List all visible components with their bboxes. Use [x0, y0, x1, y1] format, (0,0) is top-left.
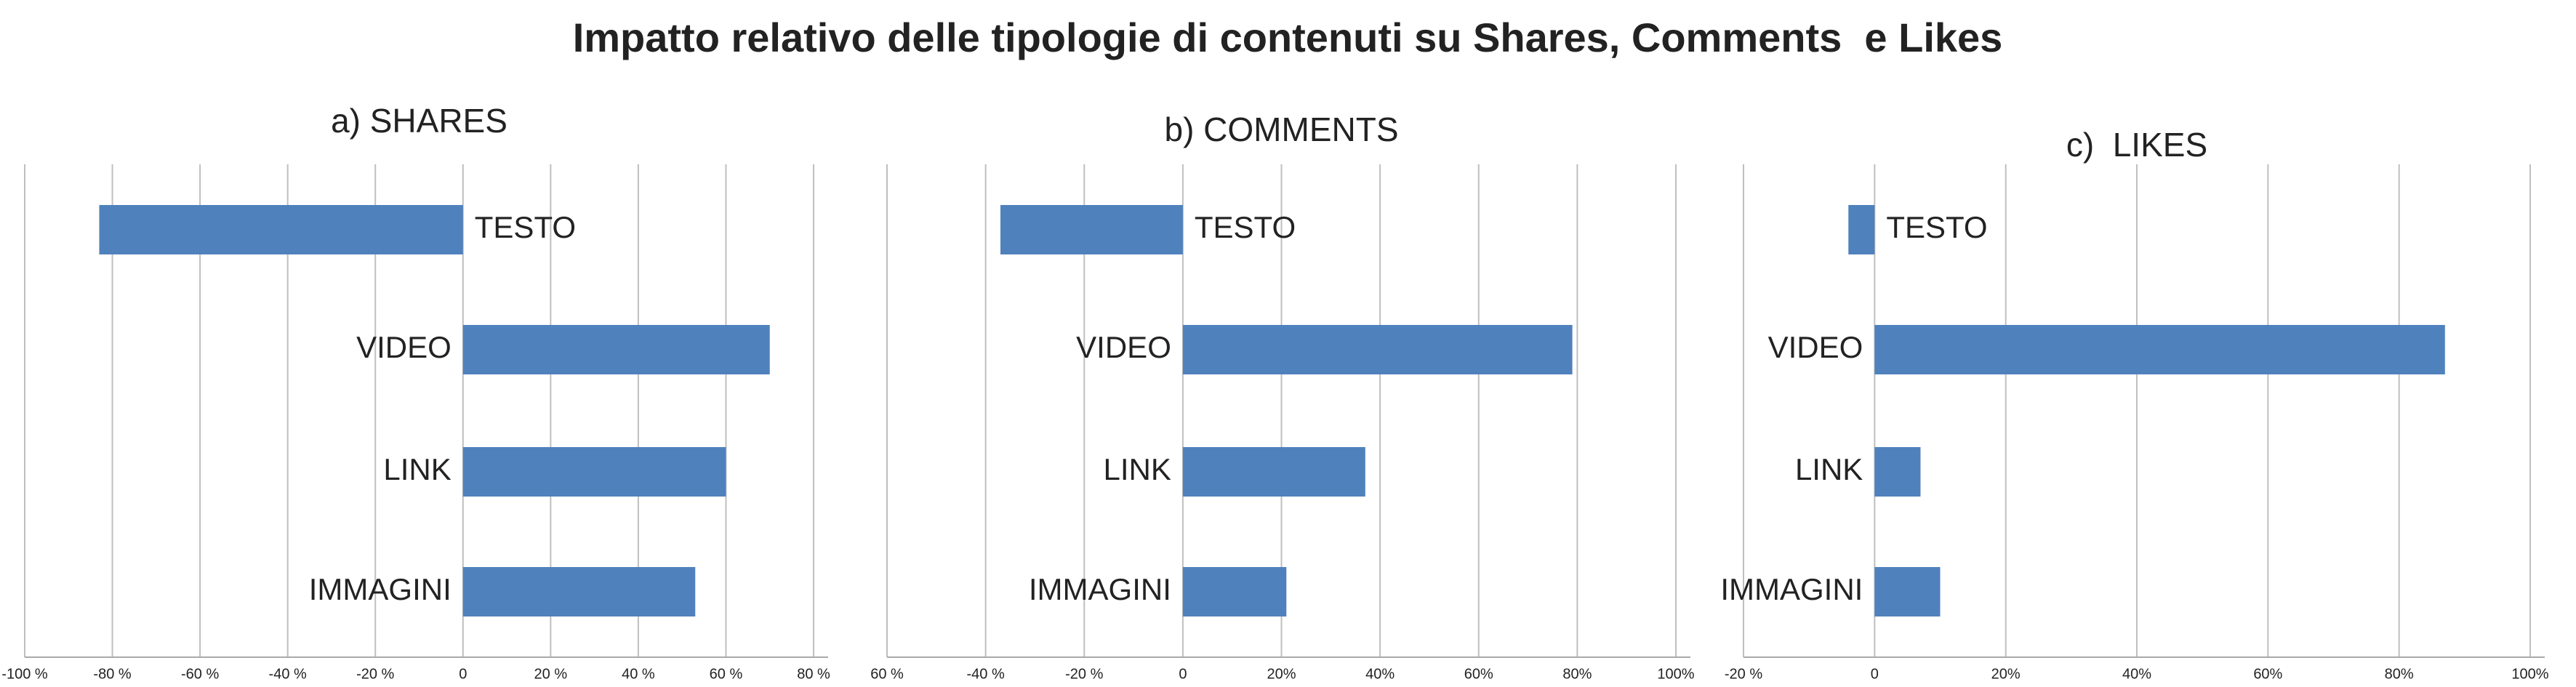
x-tick-label: 60%: [1464, 666, 1493, 682]
x-tick-label: 40 %: [622, 666, 655, 682]
x-tick-label: 80%: [1562, 666, 1592, 682]
x-tick-label: 60 %: [710, 666, 743, 682]
x-tick-label: -40 %: [269, 666, 307, 682]
bar: [1874, 325, 2445, 374]
category-label: VIDEO: [1768, 330, 1863, 364]
chart-title: b) COMMENTS: [1165, 111, 1399, 148]
bar: [462, 447, 726, 497]
main-title: Impatto relativo delle tipologie di cont…: [573, 15, 2003, 60]
x-tick-label: 60 %: [870, 666, 904, 682]
x-tick-label: -100 %: [1, 666, 48, 682]
bar: [1874, 447, 1921, 497]
x-tick-label: 80%: [2385, 666, 2414, 682]
chart-title: a) SHARES: [331, 102, 507, 140]
bar: [1182, 325, 1573, 374]
category-label: LINK: [383, 452, 451, 486]
category-label: LINK: [1795, 452, 1863, 486]
x-tick-label: -20 %: [1065, 666, 1103, 682]
category-label: IMMAGINI: [309, 572, 452, 606]
category-label: IMMAGINI: [1720, 572, 1863, 606]
x-tick-label: 20%: [1991, 666, 2021, 682]
category-label: TESTO: [475, 210, 576, 244]
bar: [1000, 205, 1183, 254]
x-tick-label: -20 %: [1725, 666, 1762, 682]
bar: [99, 205, 463, 254]
category-label: LINK: [1104, 452, 1171, 486]
x-tick-label: 40%: [1365, 666, 1395, 682]
x-tick-label: 0: [1179, 666, 1187, 682]
x-tick-label: 0: [1871, 666, 1879, 682]
x-tick-label: -60 %: [181, 666, 219, 682]
x-tick-label: 80 %: [797, 666, 830, 682]
x-tick-label: 20 %: [534, 666, 568, 682]
category-label: VIDEO: [1076, 330, 1171, 364]
category-label: IMMAGINI: [1029, 572, 1171, 606]
x-tick-label: 0: [459, 666, 467, 682]
x-tick-label: 20%: [1267, 666, 1296, 682]
category-label: TESTO: [1886, 210, 1987, 244]
bar: [1182, 447, 1365, 497]
bar: [462, 325, 770, 374]
x-tick-label: 40%: [2122, 666, 2151, 682]
bar: [1848, 205, 1875, 254]
chart-title: c) LIKES: [2066, 126, 2207, 164]
x-tick-label: 100%: [1657, 666, 1694, 682]
category-label: VIDEO: [356, 330, 452, 364]
bar: [1182, 567, 1287, 616]
bar: [1874, 567, 1941, 616]
x-tick-label: 60%: [2253, 666, 2282, 682]
x-tick-label: -80 %: [93, 666, 131, 682]
x-tick-label: -20 %: [356, 666, 394, 682]
x-tick-label: -40 %: [967, 666, 1005, 682]
bar: [462, 567, 696, 616]
x-tick-label: 100%: [2511, 666, 2548, 682]
category-label: TESTO: [1195, 210, 1296, 244]
